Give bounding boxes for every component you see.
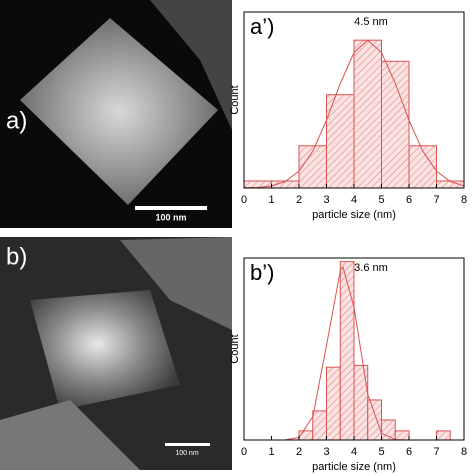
x-tick-label: 7 (433, 446, 439, 458)
image-b: 100 nm b) (0, 237, 232, 470)
x-tick-label: 1 (268, 446, 274, 458)
panel-label: b) (6, 243, 27, 270)
x-tick-label: 3 (323, 446, 329, 458)
x-tick-label: 4 (351, 194, 357, 206)
x-tick-label: 8 (461, 446, 467, 458)
annotation: 3.6 nm (354, 262, 388, 274)
bar (326, 366, 341, 441)
x-axis-label: particle size (nm) (312, 461, 396, 473)
x-tick-label: 6 (406, 194, 412, 206)
x-tick-label: 5 (378, 446, 384, 458)
y-axis-label: Count (229, 85, 241, 114)
fit-curve (244, 39, 464, 188)
x-tick-label: 1 (268, 194, 274, 206)
panel-label: a) (6, 107, 27, 134)
bar (339, 261, 355, 441)
scale-bar-label: 100 nm (155, 212, 186, 222)
bar (298, 430, 314, 441)
bar (394, 430, 410, 441)
x-tick-label: 3 (323, 194, 329, 206)
x-axis-label: particle size (nm) (312, 209, 396, 221)
x-tick-label: 2 (296, 446, 302, 458)
x-tick-label: 0 (241, 194, 247, 206)
bar (353, 364, 369, 441)
x-tick-label: 4 (351, 446, 357, 458)
bar (436, 430, 451, 441)
bar (381, 60, 410, 189)
panel-label: b’) (250, 260, 274, 285)
y-axis-label: Count (229, 334, 241, 363)
bar (243, 180, 272, 189)
bar (408, 145, 437, 189)
x-tick-label: 8 (461, 194, 467, 206)
image-a: 100 nm a) (0, 0, 232, 228)
x-tick-label: 7 (433, 194, 439, 206)
bar (353, 39, 382, 189)
x-tick-label: 2 (296, 194, 302, 206)
scale-bar-label: 100 nm (175, 450, 199, 457)
panel-label: a’) (250, 14, 274, 39)
x-tick-label: 6 (406, 446, 412, 458)
x-tick-label: 5 (378, 194, 384, 206)
bar (381, 419, 396, 441)
fit-curve (285, 265, 410, 440)
bar (312, 410, 327, 441)
x-tick-label: 0 (241, 446, 247, 458)
annotation: 4.5 nm (354, 16, 388, 28)
bar (367, 399, 382, 441)
